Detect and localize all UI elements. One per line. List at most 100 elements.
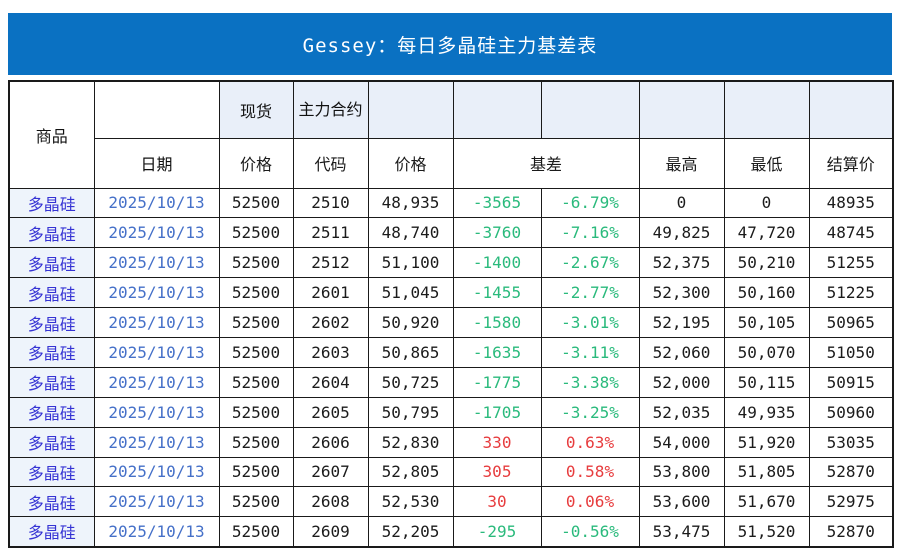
table-row: 多晶硅 2025/10/13 52500 2608 52,530 30 0.06… — [8, 486, 894, 518]
cell-commodity: 多晶硅 — [8, 486, 95, 518]
cell-date: 2025/10/13 — [93, 307, 220, 338]
cell-commodity: 多晶硅 — [8, 396, 95, 428]
table-row: 多晶硅 2025/10/13 52500 2605 50,795 -1705 -… — [8, 396, 894, 428]
cell-low: 50,105 — [723, 307, 810, 338]
cell-contract-code: 2601 — [292, 277, 369, 309]
cell-basis-percent: -2.77% — [540, 277, 640, 309]
cell-basis-percent: -3.01% — [540, 307, 640, 338]
cell-spot-price: 52500 — [218, 456, 294, 488]
cell-contract-code: 2606 — [292, 426, 369, 458]
col-group-spot: 现货 — [218, 80, 294, 139]
cell-contract-code: 2609 — [292, 516, 369, 548]
cell-settle: 51050 — [808, 336, 894, 368]
cell-contract-price: 50,865 — [367, 336, 454, 368]
cell-date: 2025/10/13 — [93, 187, 220, 219]
cell-spot-price: 52500 — [218, 277, 294, 309]
header-ghost-cell — [638, 80, 725, 139]
cell-settle: 52870 — [808, 516, 894, 548]
cell-basis: -1580 — [452, 307, 542, 338]
cell-low: 50,115 — [723, 366, 810, 398]
cell-date: 2025/10/13 — [93, 366, 220, 398]
cell-contract-price: 50,795 — [367, 396, 454, 428]
cell-basis: 330 — [452, 426, 542, 458]
cell-high: 52,000 — [638, 366, 725, 398]
cell-date: 2025/10/13 — [93, 456, 220, 488]
cell-basis: -1455 — [452, 277, 542, 309]
cell-contract-code: 2510 — [292, 187, 369, 219]
cell-low: 49,935 — [723, 396, 810, 428]
cell-high: 54,000 — [638, 426, 725, 458]
cell-basis: -1775 — [452, 366, 542, 398]
table-row: 多晶硅 2025/10/13 52500 2603 50,865 -1635 -… — [8, 336, 894, 368]
cell-commodity: 多晶硅 — [8, 307, 95, 338]
col-header-contract-price: 价格 — [367, 137, 454, 189]
col-header-high: 最高 — [638, 137, 725, 189]
cell-contract-code: 2605 — [292, 396, 369, 428]
cell-spot-price: 52500 — [218, 366, 294, 398]
col-header-contract-code: 代码 — [292, 137, 369, 189]
table-row: 多晶硅 2025/10/13 52500 2512 51,100 -1400 -… — [8, 247, 894, 279]
cell-low: 50,160 — [723, 277, 810, 309]
cell-settle: 50960 — [808, 396, 894, 428]
cell-low: 50,210 — [723, 247, 810, 279]
cell-contract-price: 52,205 — [367, 516, 454, 548]
cell-commodity: 多晶硅 — [8, 456, 95, 488]
cell-settle: 51225 — [808, 277, 894, 309]
cell-spot-price: 52500 — [218, 516, 294, 548]
cell-basis-percent: 0.06% — [540, 486, 640, 518]
cell-spot-price: 52500 — [218, 336, 294, 368]
cell-commodity: 多晶硅 — [8, 217, 95, 249]
cell-date: 2025/10/13 — [93, 277, 220, 309]
cell-high: 0 — [638, 187, 725, 219]
cell-spot-price: 52500 — [218, 426, 294, 458]
cell-date: 2025/10/13 — [93, 486, 220, 518]
table-row: 多晶硅 2025/10/13 52500 2602 50,920 -1580 -… — [8, 307, 894, 338]
cell-high: 53,800 — [638, 456, 725, 488]
cell-contract-price: 51,100 — [367, 247, 454, 279]
cell-contract-code: 2603 — [292, 336, 369, 368]
cell-date: 2025/10/13 — [93, 516, 220, 548]
col-header-date: 日期 — [93, 137, 220, 189]
cell-contract-price: 52,530 — [367, 486, 454, 518]
cell-basis-percent: -7.16% — [540, 217, 640, 249]
cell-settle: 50965 — [808, 307, 894, 338]
cell-commodity: 多晶硅 — [8, 426, 95, 458]
cell-high: 52,195 — [638, 307, 725, 338]
title-bar: Gessey：每日多晶硅主力基差表 — [8, 13, 892, 75]
cell-basis-percent: 0.63% — [540, 426, 640, 458]
table-row: 多晶硅 2025/10/13 52500 2601 51,045 -1455 -… — [8, 277, 894, 309]
cell-date: 2025/10/13 — [93, 336, 220, 368]
cell-spot-price: 52500 — [218, 247, 294, 279]
header-ghost-cell — [540, 80, 640, 139]
cell-commodity: 多晶硅 — [8, 247, 95, 279]
cell-spot-price: 52500 — [218, 217, 294, 249]
col-header-settle: 结算价 — [808, 137, 894, 189]
cell-settle: 48745 — [808, 217, 894, 249]
cell-basis: -1635 — [452, 336, 542, 368]
cell-contract-code: 2512 — [292, 247, 369, 279]
cell-settle: 48935 — [808, 187, 894, 219]
cell-low: 51,805 — [723, 456, 810, 488]
col-header-spot-price: 价格 — [218, 137, 294, 189]
cell-commodity: 多晶硅 — [8, 336, 95, 368]
cell-basis: 305 — [452, 456, 542, 488]
table-row: 多晶硅 2025/10/13 52500 2511 48,740 -3760 -… — [8, 217, 894, 249]
cell-basis-percent: -2.67% — [540, 247, 640, 279]
col-group-main-contract: 主力合约 — [292, 80, 369, 139]
cell-spot-price: 52500 — [218, 486, 294, 518]
col-header-basis: 基差 — [452, 137, 640, 189]
cell-high: 52,060 — [638, 336, 725, 368]
cell-date: 2025/10/13 — [93, 217, 220, 249]
cell-low: 51,920 — [723, 426, 810, 458]
cell-basis-percent: -3.38% — [540, 366, 640, 398]
cell-contract-price: 52,805 — [367, 456, 454, 488]
cell-basis: -295 — [452, 516, 542, 548]
cell-low: 0 — [723, 187, 810, 219]
col-header-low: 最低 — [723, 137, 810, 189]
header-ghost-cell — [723, 80, 810, 139]
cell-contract-code: 2607 — [292, 456, 369, 488]
cell-date: 2025/10/13 — [93, 396, 220, 428]
cell-commodity: 多晶硅 — [8, 366, 95, 398]
cell-contract-price: 51,045 — [367, 277, 454, 309]
